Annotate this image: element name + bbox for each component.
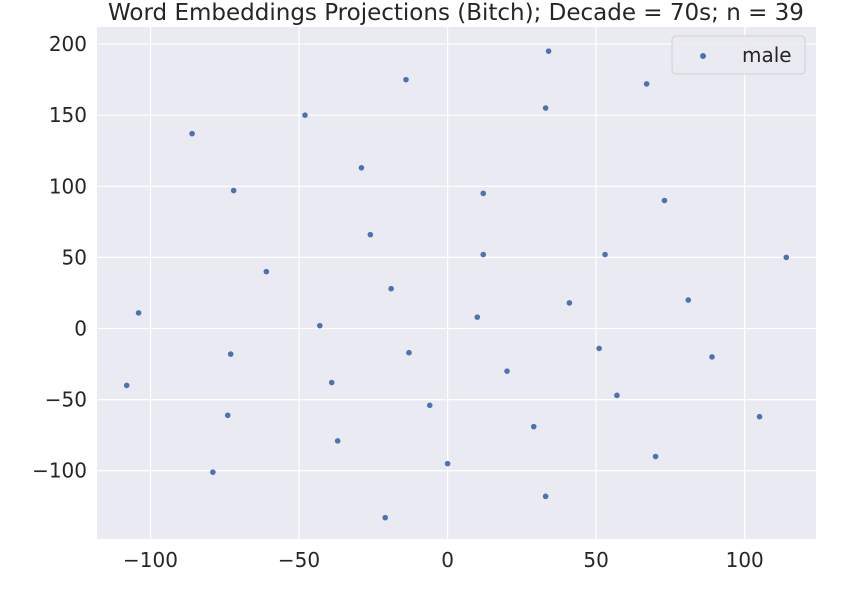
data-point [643, 81, 650, 87]
data-point [652, 453, 659, 460]
y-tick-label: 200 [49, 32, 87, 56]
data-point [328, 379, 335, 386]
data-point [317, 322, 323, 329]
y-tick-label: 0 [74, 317, 87, 341]
data-point [123, 382, 130, 389]
data-point [388, 285, 394, 292]
data-point [596, 345, 602, 352]
legend-box [671, 35, 806, 75]
data-point [542, 105, 549, 111]
x-tick-label: 50 [583, 548, 608, 572]
data-point [224, 412, 231, 419]
data-point [210, 469, 216, 475]
y-tick-label: −50 [45, 388, 87, 412]
y-tick-label: 150 [49, 103, 87, 127]
y-tick-label: 100 [49, 174, 87, 198]
legend: male [671, 35, 806, 75]
x-tick-label: −100 [123, 548, 178, 572]
data-point [602, 251, 608, 258]
data-point [530, 423, 537, 430]
data-point [263, 268, 270, 275]
x-tick-label: 0 [441, 548, 454, 572]
grid-lines [97, 27, 816, 539]
y-tick-label: 50 [62, 245, 87, 269]
y-tick-label: −100 [32, 459, 87, 483]
data-point [545, 48, 552, 54]
data-point [358, 165, 365, 171]
plot-area [97, 27, 816, 539]
tick-labels: −100 −50 0 50 100 −100 −50 0 50 100 150 200 [32, 32, 764, 572]
data-points [123, 48, 790, 521]
data-point [480, 251, 487, 258]
data-point [480, 190, 487, 197]
data-point [566, 300, 573, 306]
data-point [783, 254, 790, 261]
data-point [426, 402, 433, 409]
data-point [227, 351, 234, 357]
data-point [474, 314, 481, 320]
data-point [685, 297, 692, 303]
data-point [334, 438, 341, 444]
data-point [367, 231, 374, 238]
legend-label-male: male [742, 43, 792, 67]
data-point [382, 514, 388, 521]
data-point [135, 310, 142, 316]
data-point [756, 413, 763, 420]
data-point [444, 460, 451, 467]
x-tick-label: 100 [726, 548, 764, 572]
data-point [542, 493, 549, 500]
data-point [406, 349, 412, 356]
data-point [504, 368, 510, 374]
data-point [230, 187, 237, 194]
data-point [403, 76, 409, 83]
legend-marker [700, 53, 706, 59]
data-point [661, 197, 668, 204]
x-tick-label: −50 [278, 548, 320, 572]
data-point [614, 392, 620, 399]
chart-title: Word Embeddings Projections (Bitch); Dec… [108, 0, 804, 26]
data-point [709, 354, 715, 360]
data-point [189, 130, 195, 137]
data-point [302, 112, 308, 118]
